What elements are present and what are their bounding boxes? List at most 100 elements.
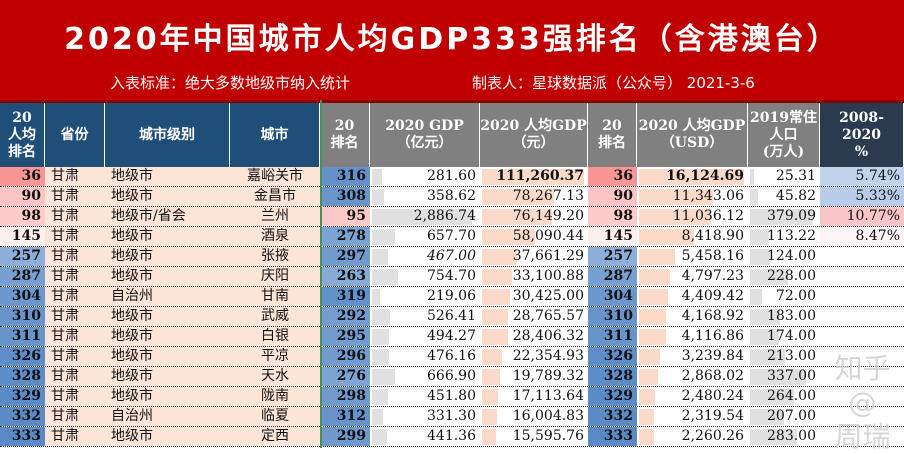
cell-text: 甘肃: [51, 188, 79, 204]
cell-text: 10.77%: [846, 208, 900, 224]
cell-text: 地级市: [111, 188, 153, 204]
data-bar: [372, 249, 389, 265]
cell-usd-rank: 326: [588, 347, 637, 366]
header-gdp-rank: 20 排名: [320, 103, 369, 167]
cell-population: 207.00: [748, 407, 820, 426]
column-divider: [320, 100, 322, 448]
data-bar: [372, 409, 384, 425]
data-bar: [750, 189, 758, 205]
header-per-capita-gdp-usd: 2020 人均GDP （USD）: [637, 103, 747, 167]
table-row: 257 甘肃 地级市 张掖 297 467.00 37,661.29 257 5,458.16 1…: [0, 247, 904, 267]
data-bar: [750, 289, 762, 305]
cell-text: 甘肃: [51, 248, 79, 264]
data-bar: [482, 369, 501, 385]
header-usd-rank: 20 排名: [588, 103, 636, 167]
cell-city: 临夏: [230, 407, 320, 426]
cell-population: 337.00: [748, 367, 820, 386]
table-row: 311 甘肃 地级市 白银 295 494.27 28,406.32 311 4,116.86 1…: [0, 327, 904, 347]
data-bar: [639, 369, 658, 385]
cell-per-capita-gdp: 78,267.13: [480, 187, 588, 206]
cell-text: 72.00: [775, 288, 816, 304]
inclusion-criteria: 入表标准：绝大多数地级市纳入统计: [110, 74, 351, 92]
cell-gdp: 476.16: [370, 347, 480, 366]
cell-growth-pct: [820, 307, 904, 326]
cell-text: 95: [346, 208, 366, 224]
cell-province: 甘肃: [45, 287, 105, 306]
table-row: 287 甘肃 地级市 庆阳 263 754.70 33,100.88 287 4,797.23 2…: [0, 267, 904, 287]
cell-gdp-rank: 276: [320, 367, 370, 386]
cell-text: 304: [603, 288, 633, 304]
cell-per-capita-gdp: 22,354.93: [480, 347, 588, 366]
cell-text: 28,765.57: [512, 308, 584, 324]
data-bar: [750, 169, 755, 185]
cell-text: 地级市: [111, 428, 153, 444]
cell-text: 天水: [261, 368, 289, 384]
data-bar: [482, 229, 536, 245]
cell-text: 310: [603, 308, 633, 324]
cell-city-level: 地级市: [105, 267, 230, 286]
cell-city-level: 地级市: [105, 247, 230, 266]
data-bar: [372, 369, 396, 385]
data-bar: [639, 289, 668, 305]
cell-per-capita-gdp-usd: 2,480.24: [637, 387, 748, 406]
cell-per-capita-rank: 311: [0, 327, 45, 346]
cell-text: 甘肃: [51, 348, 79, 364]
cell-city-level: 地级市: [105, 427, 230, 446]
cell-per-capita-gdp-usd: 5,458.16: [637, 247, 748, 266]
data-bar: [482, 309, 509, 325]
cell-city: 定西: [230, 427, 320, 446]
cell-population: 124.00: [748, 247, 820, 266]
cell-per-capita-gdp-usd: 3,239.84: [637, 347, 748, 366]
cell-text: 526.41: [427, 308, 476, 324]
cell-per-capita-gdp: 33,100.88: [480, 267, 588, 286]
cell-text: 地级市: [111, 308, 153, 324]
cell-province: 甘肃: [45, 387, 105, 406]
header-province: 省份: [45, 103, 104, 167]
data-bar: [372, 189, 385, 205]
cell-city-level: 地级市/省会: [105, 207, 230, 226]
data-bar: [372, 349, 389, 365]
cell-text: 11,036.12: [672, 208, 744, 224]
cell-gdp: 281.60: [370, 167, 480, 186]
cell-text: 陇南: [261, 388, 289, 404]
cell-per-capita-rank: 333: [0, 427, 45, 446]
cell-population: 25.31: [748, 167, 820, 186]
cell-province: 甘肃: [45, 307, 105, 326]
cell-per-capita-rank: 145: [0, 227, 45, 246]
author-credit: 制表人：星球数据派（公众号） 2021-3-6: [472, 74, 755, 92]
data-bar: [639, 329, 666, 345]
cell-text: 16,004.83: [512, 408, 584, 424]
cell-text: 金昌市: [254, 188, 296, 204]
data-bar: [750, 349, 786, 365]
cell-text: 337.00: [767, 368, 816, 384]
cell-text: 312: [336, 408, 366, 424]
cell-text: 467.00: [427, 248, 476, 264]
cell-text: 183.00: [767, 308, 816, 324]
data-bar: [750, 269, 788, 285]
data-bar: [750, 429, 797, 445]
cell-per-capita-gdp: 111,260.37: [480, 167, 588, 186]
cell-text: 316: [336, 168, 366, 184]
cell-gdp: 467.00: [370, 247, 480, 266]
table-row: 145 甘肃 地级市 酒泉 278 657.70 58,090.44 145 8,418.90 1…: [0, 227, 904, 247]
cell-usd-rank: 329: [588, 387, 637, 406]
cell-text: 5,458.16: [681, 248, 744, 264]
cell-text: 19,789.32: [512, 368, 584, 384]
data-bar: [750, 309, 781, 325]
data-bar: [482, 389, 498, 405]
cell-text: 平凉: [261, 348, 289, 364]
data-bar: [750, 229, 769, 245]
cell-text: 111,260.37: [496, 168, 584, 184]
cell-per-capita-gdp-usd: 4,168.92: [637, 307, 748, 326]
cell-city-level: 地级市: [105, 387, 230, 406]
cell-city-level: 地级市: [105, 307, 230, 326]
cell-city-level: 地级市: [105, 327, 230, 346]
cell-text: 332: [11, 408, 41, 424]
cell-per-capita-gdp: 37,661.29: [480, 247, 588, 266]
cell-province: 甘肃: [45, 427, 105, 446]
cell-per-capita-gdp: 15,595.76: [480, 427, 588, 446]
cell-per-capita-gdp: 58,090.44: [480, 227, 588, 246]
header-growth-pct: 2008-2020 %: [820, 103, 903, 167]
cell-city: 嘉峪关市: [230, 167, 320, 186]
cell-text: 地级市: [111, 168, 153, 184]
